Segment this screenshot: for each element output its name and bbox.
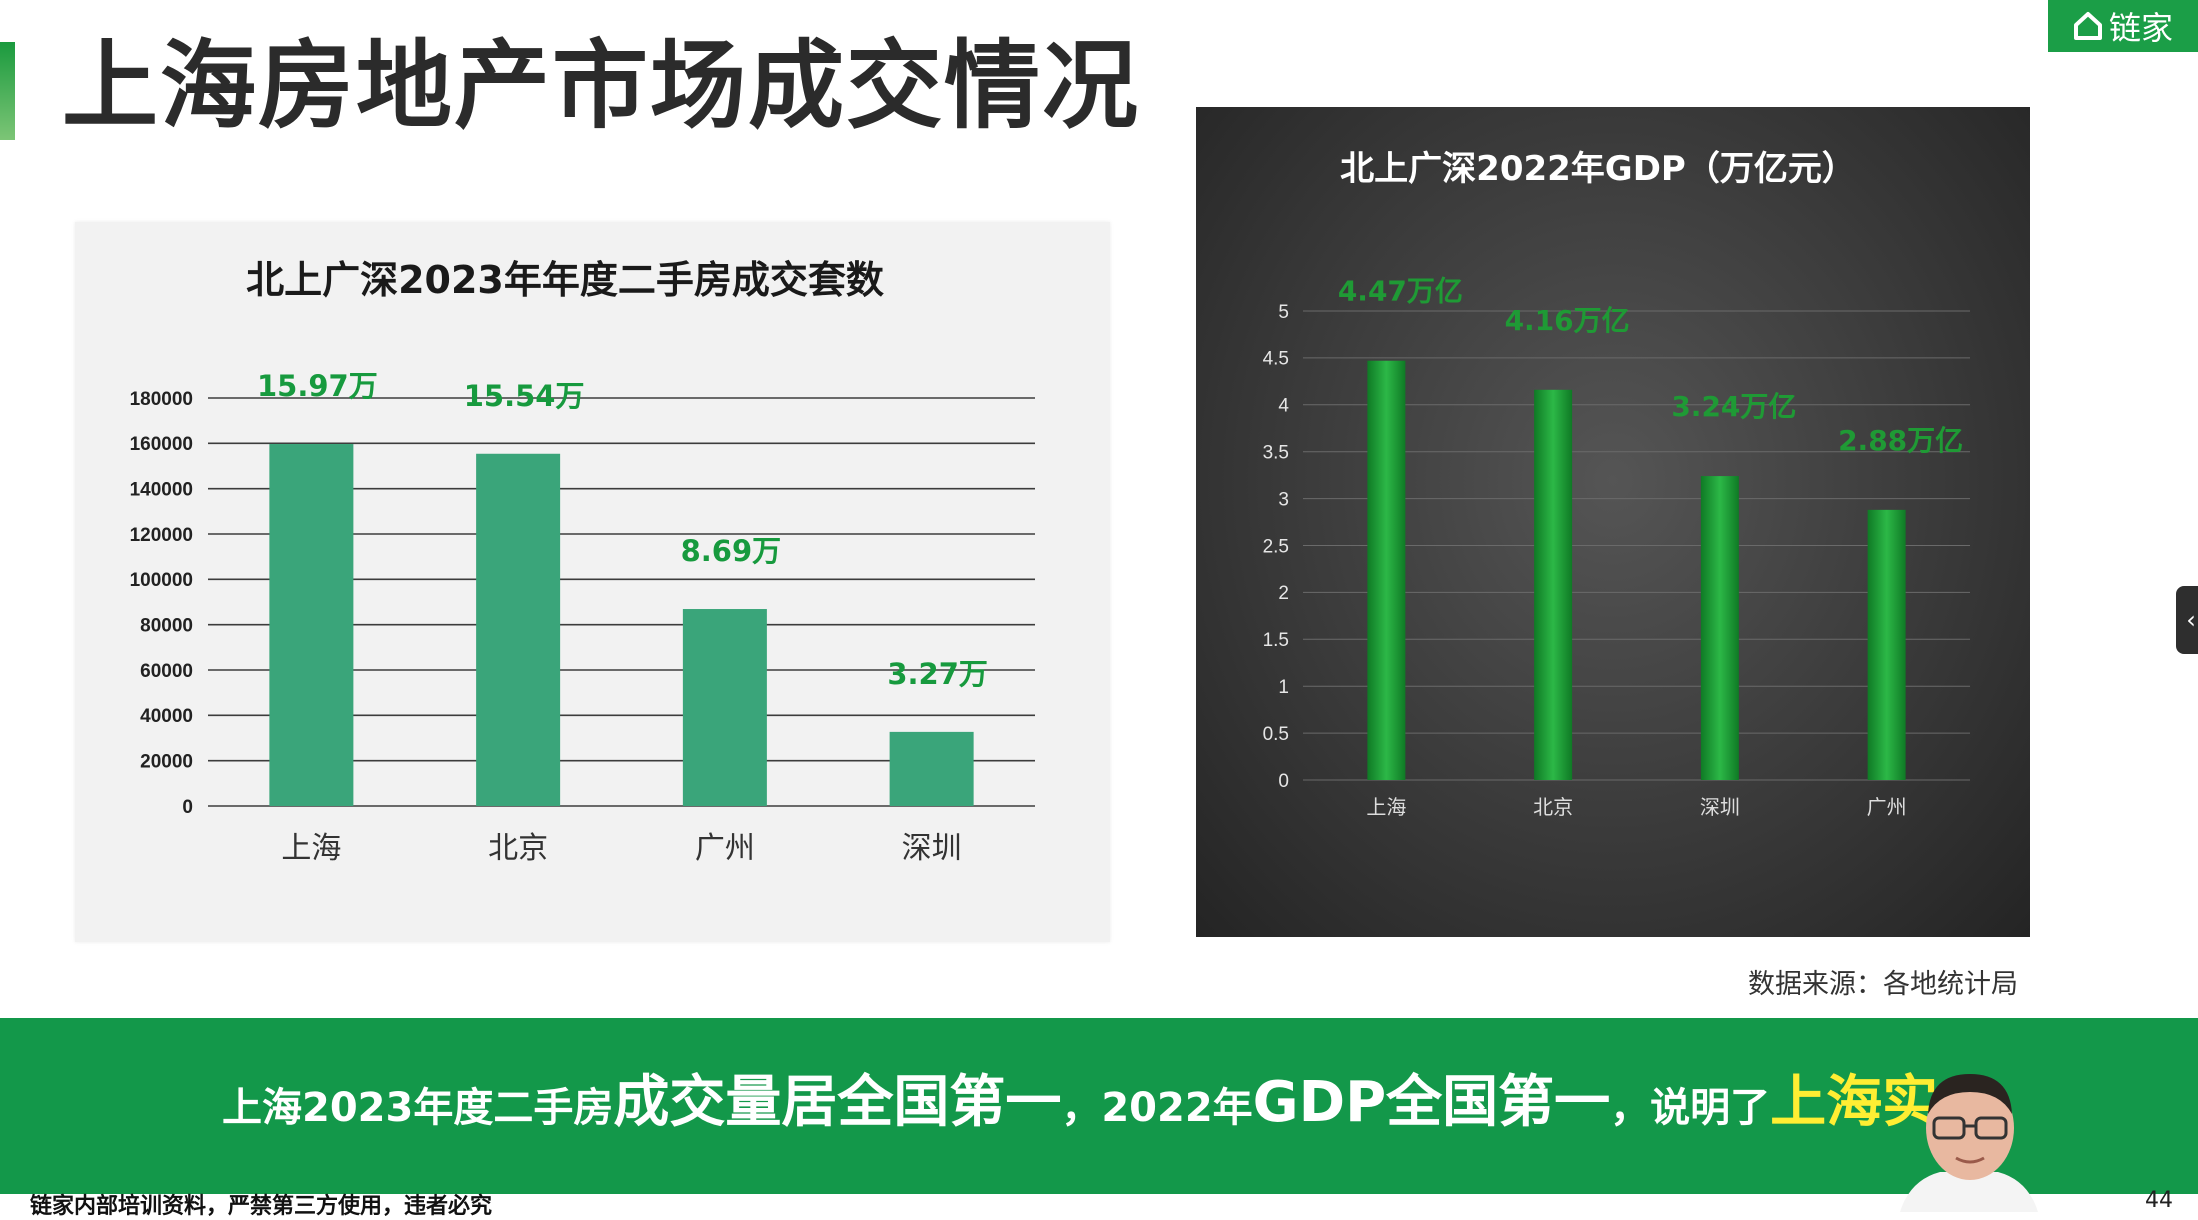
data-label: 4.47万亿 <box>1338 275 1463 308</box>
y-tick-label: 60000 <box>140 661 193 682</box>
x-tick-label: 上海 <box>1366 795 1406 819</box>
y-tick-label: 5 <box>1278 302 1289 323</box>
conclusion-banner <box>0 1018 2198 1194</box>
bar-广州 <box>682 609 767 806</box>
brand-logo: 链家 <box>2048 0 2198 52</box>
x-tick-label: 北京 <box>1533 795 1573 819</box>
data-label: 15.54万 <box>464 379 585 413</box>
footer-note: 链家内部培训资料，严禁第三方使用，违者必究 <box>30 1194 493 1219</box>
data-label: 15.97万 <box>257 369 378 403</box>
bar-深圳 <box>1700 476 1739 780</box>
chart-panel-transactions: 北上广深2023年年度二手房成交套数 0 20000 40000 60000 80000 1… <box>75 222 1110 942</box>
bar-深圳 <box>889 731 974 806</box>
data-label: 4.16万亿 <box>1505 304 1630 337</box>
data-label: 8.69万 <box>681 534 782 568</box>
chevron-left-icon: ‹ <box>2186 606 2196 634</box>
y-tick-label: 100000 <box>130 570 193 591</box>
side-panel-toggle[interactable]: ‹ <box>2176 586 2198 654</box>
bar-广州 <box>1867 509 1906 780</box>
page-title: 上海房地产市场成交情况 <box>62 30 1140 142</box>
y-tick-label: 80000 <box>140 616 193 637</box>
y-tick-label: 180000 <box>130 389 193 410</box>
source-note: 数据来源：各地统计局 <box>1748 969 2018 1000</box>
y-tick-label: 0.5 <box>1263 724 1289 745</box>
presenter-avatar-icon <box>1900 1074 2038 1212</box>
y-tick-label: 2.5 <box>1263 536 1289 557</box>
y-tick-label: 3 <box>1278 489 1289 510</box>
x-tick-label: 深圳 <box>902 831 962 866</box>
conclusion-part-2: 成交量居全国第一 <box>613 1070 1062 1135</box>
conclusion-highlight: 上海实 <box>1770 1070 1939 1135</box>
chart-title: 北上广深2023年年度二手房成交套数 <box>246 258 884 302</box>
y-tick-label: 3.5 <box>1263 443 1289 464</box>
x-tick-label: 广州 <box>695 831 755 866</box>
bar-上海 <box>269 444 354 806</box>
x-tick-label: 上海 <box>281 831 341 866</box>
data-label: 3.24万亿 <box>1671 390 1796 423</box>
x-tick-label: 广州 <box>1867 795 1907 819</box>
y-tick-label: 2 <box>1278 583 1289 604</box>
x-tick-label: 北京 <box>488 831 548 866</box>
data-label: 3.27万 <box>887 657 988 691</box>
title-accent-bar <box>0 42 15 140</box>
y-tick-label: 120000 <box>130 525 193 546</box>
conclusion-part-3: ，2022年 <box>1061 1085 1253 1131</box>
y-tick-label: 160000 <box>130 434 193 455</box>
gdp-bar-chart: 北上广深2022年GDP（万亿元） 0 0.5 1 1.5 2 2.5 3 3.5 4 4.5 5 上海… <box>1263 149 1970 819</box>
y-tick-label: 4 <box>1278 396 1289 417</box>
brand-name: 链家 <box>2108 9 2173 47</box>
transactions-bar-chart: 北上广深2023年年度二手房成交套数 0 20000 40000 60000 80000 1… <box>130 258 1035 866</box>
y-tick-label: 140000 <box>130 480 193 501</box>
y-tick-label: 40000 <box>140 706 193 727</box>
conclusion-part-5: ，说明了 <box>1610 1085 1771 1131</box>
conclusion-part-4: GDP全国第一 <box>1252 1070 1611 1135</box>
bar-北京 <box>1534 389 1573 780</box>
conclusion-text: 上海2023年度二手房成交量居全国第一，2022年GDP全国第一，说明了上海实 <box>222 1058 1938 1161</box>
x-tick-label: 深圳 <box>1700 795 1740 819</box>
data-label: 2.88万亿 <box>1838 424 1963 457</box>
page-number: 44 <box>2145 1188 2173 1213</box>
y-tick-label: 4.5 <box>1263 349 1289 370</box>
chart-panel-gdp: 北上广深2022年GDP（万亿元） 0 0.5 1 1.5 2 2.5 3 3.5 4 4.5 5 上海… <box>1196 107 2030 937</box>
y-tick-label: 1 <box>1278 677 1289 698</box>
y-tick-label: 0 <box>1278 771 1289 792</box>
bar-上海 <box>1367 360 1406 780</box>
y-tick-label: 0 <box>182 797 193 818</box>
conclusion-part-1: 上海2023年度二手房 <box>222 1085 614 1131</box>
presenter-video <box>1900 1062 2038 1212</box>
house-icon <box>2073 12 2102 40</box>
chart-title: 北上广深2022年GDP（万亿元） <box>1340 149 1856 189</box>
y-tick-label: 1.5 <box>1263 630 1289 651</box>
bar-北京 <box>476 453 561 806</box>
y-tick-label: 20000 <box>140 752 193 773</box>
